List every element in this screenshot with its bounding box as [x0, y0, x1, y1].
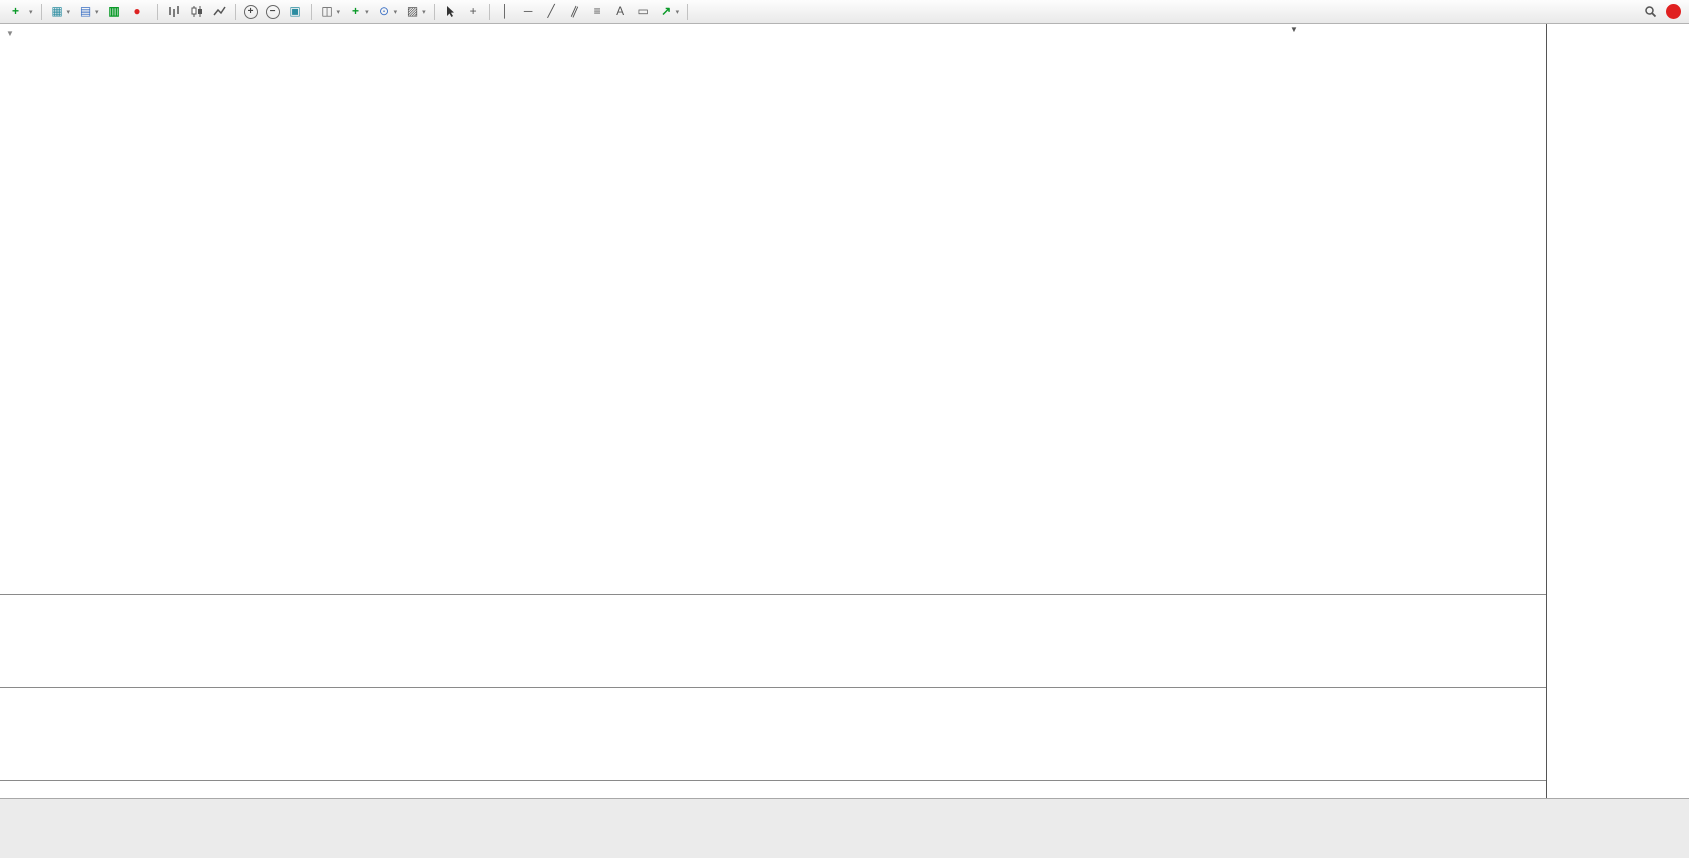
channel-button[interactable]: ∥ — [564, 2, 585, 21]
panel-splitter[interactable] — [0, 687, 1689, 688]
chevron-down-icon: ▾ — [66, 8, 71, 16]
chevron-down-icon: ▾ — [29, 8, 33, 16]
toolbar-separator — [488, 3, 490, 20]
zoom-out-icon: − — [265, 4, 280, 19]
tile-windows-button[interactable]: ▣ — [285, 2, 306, 21]
new-order-icon: + — [11, 4, 19, 18]
window-footer — [0, 798, 1689, 858]
autotrade-button[interactable]: ● — [127, 2, 152, 21]
toolbar-separator — [433, 3, 435, 20]
market-watch-icon: ▥ — [108, 4, 120, 18]
chevron-down-icon: ▾ — [675, 8, 680, 16]
panel-splitter[interactable] — [0, 594, 1689, 595]
crosshair-icon: + — [469, 4, 477, 18]
chart-window: ▼ ▼ — [0, 23, 1689, 858]
label-button[interactable]: ▭ — [633, 2, 654, 21]
symbol-header: ▼ — [6, 27, 17, 39]
vertical-line-button[interactable]: │ — [495, 2, 516, 21]
chevron-down-icon: ▾ — [393, 8, 398, 16]
templates-button[interactable]: ▨ ▾ — [402, 2, 429, 21]
main-price-chart[interactable] — [0, 24, 1546, 594]
zoom-in-icon: + — [243, 4, 258, 19]
candlestick-button[interactable] — [186, 2, 207, 21]
quick-nav-triangle-icon[interactable]: ▼ — [6, 29, 14, 38]
rsi-panel[interactable] — [0, 688, 1546, 780]
price-axis[interactable] — [1547, 24, 1689, 798]
line-chart-icon — [212, 4, 227, 19]
search-icon — [1643, 4, 1658, 19]
arrows-button[interactable]: ↗ ▾ — [656, 2, 683, 21]
notification-badge[interactable] — [1666, 4, 1681, 19]
cursor-button[interactable] — [440, 2, 461, 21]
new-order-button[interactable]: + ▾ — [5, 2, 36, 21]
zoom-out-button[interactable]: − — [263, 2, 283, 21]
line-chart-button[interactable] — [209, 2, 230, 21]
autotrade-icon: ● — [133, 4, 141, 18]
bar-chart-button[interactable] — [163, 2, 184, 21]
time-axis[interactable] — [0, 781, 1546, 798]
axis-divider — [1546, 24, 1547, 798]
tile-windows-icon: ▣ — [289, 4, 301, 18]
vertical-line-icon: │ — [501, 4, 509, 18]
text-button[interactable]: A — [610, 2, 631, 21]
channel-icon: ∥ — [568, 3, 580, 19]
cursor-icon — [443, 4, 458, 19]
chevron-down-icon: ▾ — [422, 8, 426, 16]
zoom-in-button[interactable]: + — [241, 2, 261, 21]
toolbar-separator — [310, 3, 312, 20]
chevron-down-icon: ▾ — [95, 8, 99, 16]
profiles-icon: ▤ — [79, 4, 92, 18]
toolbar-separator — [687, 3, 689, 20]
templates-icon: ▨ — [406, 4, 419, 18]
arrow-icon: ↗ — [661, 4, 672, 18]
panel-splitter — [0, 780, 1689, 781]
fibonacci-icon: ≡ — [593, 4, 601, 18]
market-watch-button[interactable]: ▥ — [104, 2, 125, 21]
chart-shift-marker[interactable]: ▼ — [1290, 25, 1298, 34]
indicators-icon: + — [352, 4, 360, 18]
bar-chart-icon — [166, 4, 181, 19]
text-icon: A — [616, 4, 625, 18]
crosshair-button[interactable]: + — [463, 2, 484, 21]
arrange-windows-icon: ◫ — [321, 4, 333, 18]
clock-icon: ⊙ — [379, 4, 390, 18]
fibonacci-button[interactable]: ≡ — [587, 2, 608, 21]
indicators-button[interactable]: + ▾ — [345, 2, 372, 21]
toolbar-separator — [234, 3, 236, 20]
toolbar: + ▾ ▦ ▾ ▤ ▾ ▥ ● — [0, 0, 1689, 24]
trendline-icon: ╱ — [547, 4, 555, 18]
horizontal-line-button[interactable]: ─ — [518, 2, 539, 21]
macd-panel[interactable] — [0, 595, 1546, 687]
trendline-button[interactable]: ╱ — [541, 2, 562, 21]
search-button[interactable] — [1640, 2, 1661, 21]
horizontal-line-icon: ─ — [523, 4, 533, 18]
new-chart-button[interactable]: ▦ ▾ — [47, 2, 74, 21]
chevron-down-icon: ▾ — [336, 8, 341, 16]
toolbar-separator — [40, 3, 42, 20]
profiles-button[interactable]: ▤ ▾ — [75, 2, 102, 21]
new-chart-icon: ▦ — [51, 4, 63, 18]
candlestick-icon — [189, 4, 204, 19]
periods-button[interactable]: ⊙ ▾ — [374, 2, 401, 21]
chevron-down-icon: ▾ — [365, 8, 369, 16]
label-icon: ▭ — [637, 4, 649, 18]
arrange-windows-button[interactable]: ◫ ▾ — [317, 2, 344, 21]
toolbar-separator — [156, 3, 158, 20]
